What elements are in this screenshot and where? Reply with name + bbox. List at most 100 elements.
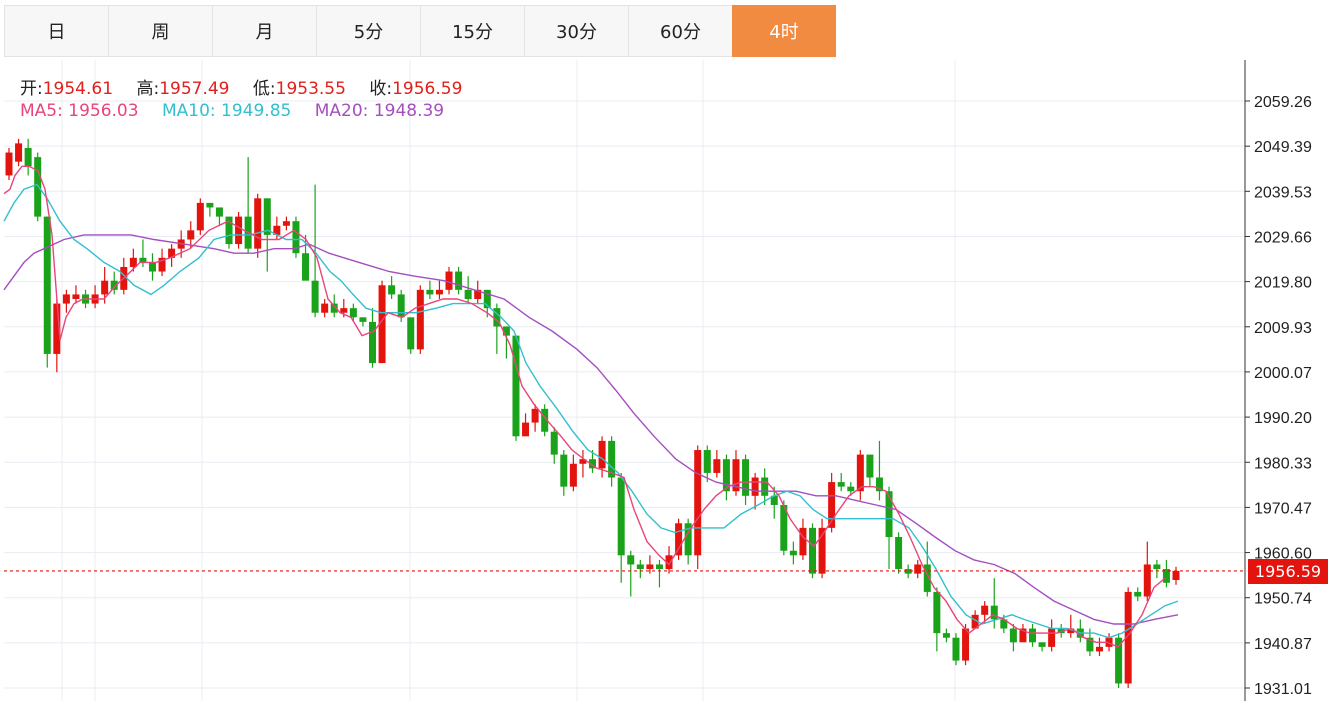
candle-body bbox=[225, 216, 233, 245]
candle-body bbox=[1038, 642, 1046, 647]
candle-body bbox=[282, 221, 290, 226]
candle-body bbox=[981, 605, 989, 615]
y-tick-label: 1970.47 bbox=[1254, 500, 1312, 517]
y-tick-label: 1980.33 bbox=[1254, 455, 1312, 472]
candle-body bbox=[512, 335, 520, 437]
candle-body bbox=[541, 408, 549, 432]
candle-body bbox=[895, 537, 903, 570]
candle-body bbox=[340, 308, 348, 313]
tab-60min[interactable]: 60分 bbox=[628, 5, 732, 57]
candle bbox=[550, 427, 558, 464]
candle bbox=[493, 303, 501, 354]
ma-info: MA5: 1956.03 MA10: 1949.85 MA20: 1948.39 bbox=[20, 101, 444, 121]
tab-week[interactable]: 周 bbox=[108, 5, 212, 57]
candle bbox=[464, 276, 472, 304]
candle bbox=[474, 280, 482, 304]
tab-30min[interactable]: 30分 bbox=[524, 5, 628, 57]
tab-day[interactable]: 日 bbox=[4, 5, 108, 57]
candle bbox=[378, 280, 386, 364]
candle bbox=[416, 285, 424, 354]
tab-15min[interactable]: 15分 bbox=[420, 5, 524, 57]
candle bbox=[809, 523, 817, 579]
candle bbox=[1115, 633, 1123, 689]
candle-body bbox=[378, 285, 386, 364]
candle-body bbox=[43, 216, 51, 354]
candle-body bbox=[732, 459, 740, 492]
candle-body bbox=[101, 280, 109, 295]
ma5-info: MA5: 1956.03 bbox=[20, 101, 139, 121]
ma10-line bbox=[3, 183, 1179, 639]
candle-body bbox=[302, 253, 310, 281]
candle bbox=[110, 271, 118, 295]
candle-body bbox=[187, 230, 195, 240]
candle-body bbox=[15, 143, 23, 162]
candle bbox=[742, 454, 750, 505]
candle-body bbox=[445, 271, 453, 290]
candle-body bbox=[675, 523, 683, 556]
candle-body bbox=[148, 262, 156, 272]
candle-body bbox=[770, 495, 778, 505]
tab-4hour[interactable]: 4时 bbox=[732, 5, 836, 57]
candle-body bbox=[751, 477, 759, 496]
candle-body bbox=[368, 321, 376, 364]
candle bbox=[445, 266, 453, 295]
candle bbox=[1143, 541, 1151, 602]
ma-lines bbox=[3, 165, 1245, 648]
candle bbox=[1134, 587, 1142, 602]
ma20-info: MA20: 1948.39 bbox=[315, 101, 444, 121]
candle-body bbox=[493, 308, 501, 327]
candle-body bbox=[569, 463, 577, 487]
candle-body bbox=[914, 564, 922, 574]
candle bbox=[962, 623, 970, 666]
candle bbox=[761, 468, 769, 505]
candle bbox=[569, 454, 577, 492]
candle bbox=[1153, 559, 1161, 579]
candle-body bbox=[1029, 628, 1037, 643]
candle-body bbox=[703, 450, 711, 473]
ma5-line bbox=[3, 165, 1166, 648]
candle bbox=[952, 633, 960, 666]
candle bbox=[311, 184, 319, 318]
candle bbox=[235, 212, 243, 249]
candle-body bbox=[110, 280, 118, 290]
candle-body bbox=[62, 294, 70, 304]
ma10-label: MA10: bbox=[161, 101, 216, 121]
candle-body bbox=[761, 477, 769, 496]
candle bbox=[426, 280, 434, 300]
candle bbox=[579, 450, 587, 478]
candle-body bbox=[455, 271, 463, 290]
candle-body bbox=[139, 257, 147, 263]
candle-body bbox=[1172, 570, 1180, 580]
tab-5min[interactable]: 5分 bbox=[316, 5, 420, 57]
candle bbox=[244, 157, 252, 254]
candle bbox=[349, 303, 357, 322]
candle bbox=[388, 276, 396, 300]
candle bbox=[215, 207, 223, 226]
candle-body bbox=[1115, 637, 1123, 684]
ma20-value: 1948.39 bbox=[373, 101, 445, 121]
candle bbox=[617, 472, 625, 583]
last-price-badge: 1956.59 bbox=[1248, 558, 1328, 584]
candle bbox=[531, 404, 539, 432]
candle bbox=[589, 450, 596, 473]
candle bbox=[1009, 623, 1017, 652]
candle-body bbox=[942, 633, 950, 638]
candle-body bbox=[474, 289, 482, 300]
candle bbox=[196, 198, 204, 235]
candles bbox=[5, 138, 1180, 689]
candle-body bbox=[5, 152, 13, 176]
candle bbox=[1172, 566, 1180, 585]
tab-month[interactable]: 月 bbox=[212, 5, 316, 57]
candle-body bbox=[933, 591, 941, 634]
candle-body bbox=[72, 294, 80, 300]
candle-body bbox=[502, 326, 510, 336]
price-axis: 2059.26 2049.39 2039.53 2029.66 2019.80 2009.… bbox=[1244, 60, 1312, 701]
candle bbox=[1029, 623, 1037, 647]
candle bbox=[1124, 587, 1132, 689]
candle-body bbox=[158, 257, 166, 272]
chart-grid bbox=[4, 60, 1245, 701]
candle bbox=[522, 413, 530, 437]
y-tick-label: 1940.87 bbox=[1254, 636, 1312, 653]
candle bbox=[273, 216, 281, 240]
